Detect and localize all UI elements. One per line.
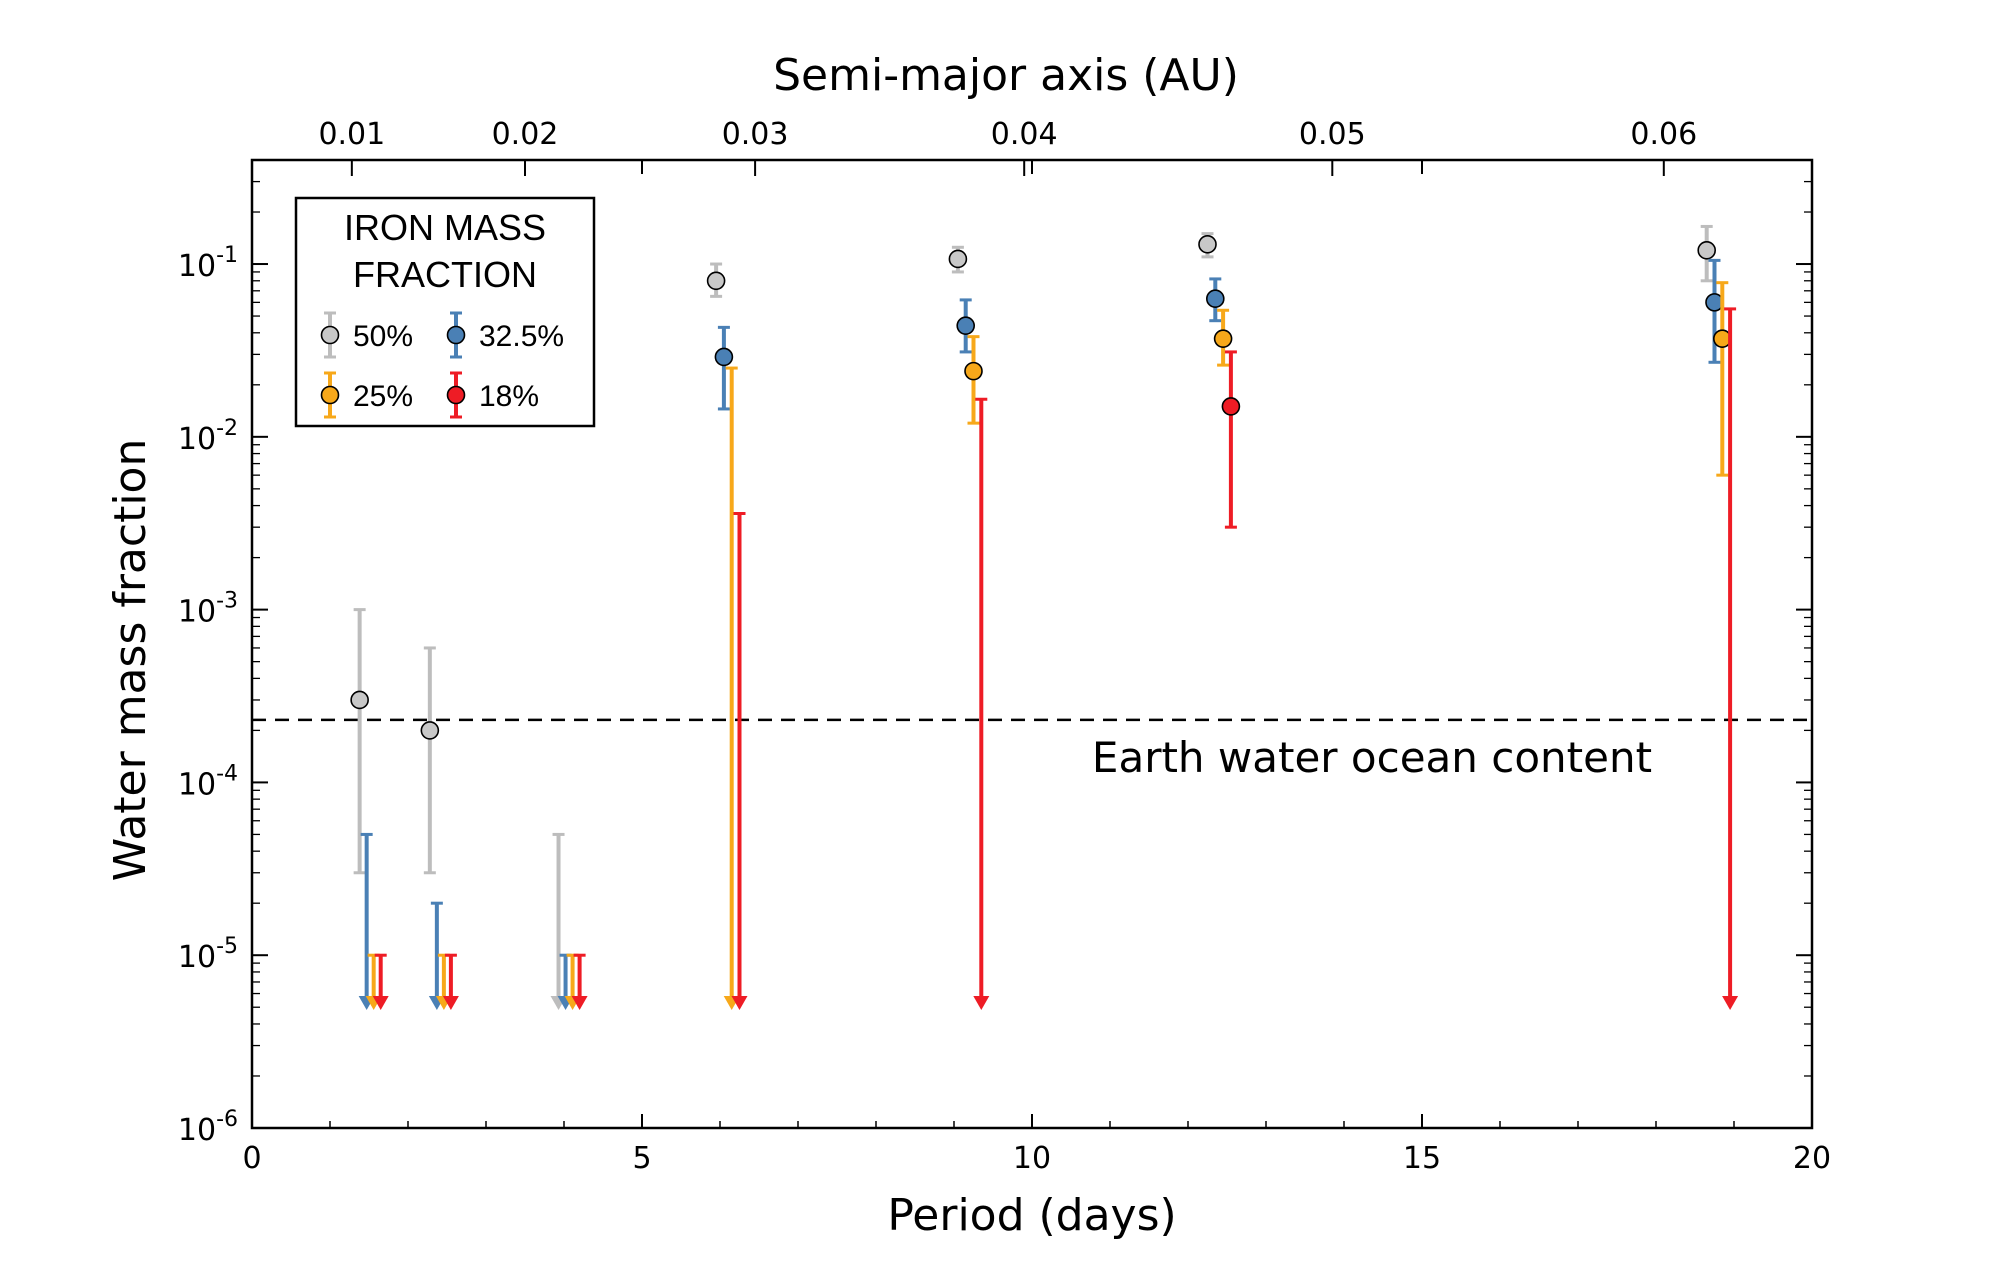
earth-ocean-label: Earth water ocean content: [1092, 733, 1652, 782]
y-tick-label: 10-1: [178, 243, 238, 284]
series-32-5pct-point: [714, 347, 734, 367]
series-18pct-limit-arrow: [1722, 996, 1739, 1010]
axes: 0 5 10 15 20 10-6 10-5 10-4 10-3 10-2 10-1 0.01 0.02…: [178, 117, 1831, 1176]
x-tick-label: 5: [632, 1141, 651, 1176]
series-18pct-limit-arrow: [442, 996, 459, 1010]
legend-label: 25%: [353, 380, 413, 413]
series-50pct-point: [948, 249, 968, 269]
series-32-5pct-point: [1206, 289, 1225, 309]
y-tick-label: 10-3: [178, 589, 238, 630]
y-tick-label: 10-5: [178, 934, 238, 975]
top-tick-label: 0.04: [991, 117, 1058, 152]
top-axis-title: Semi-major axis (AU): [773, 50, 1239, 101]
x-axis-title: Period (days): [887, 1190, 1176, 1241]
series-18pct-point: [1221, 397, 1241, 416]
legend-marker: [446, 385, 466, 405]
series-layer: Earth water ocean content: [252, 224, 1812, 1010]
legend-marker: [320, 385, 340, 405]
legend-box: [294, 196, 596, 428]
x-tick-label: 0: [242, 1141, 261, 1176]
series-18pct-limit-arrow: [571, 996, 588, 1010]
series-50pct-point: [1697, 241, 1716, 260]
series-32-5pct-point: [956, 316, 976, 335]
legend-label: 32.5%: [479, 320, 564, 353]
legend-marker: [320, 325, 340, 345]
y-tick-label: 10-4: [178, 761, 238, 802]
series-25pct-point: [964, 361, 983, 381]
legend-title-line2: FRACTION: [353, 254, 537, 295]
top-tick-label: 0.01: [318, 117, 385, 152]
x-tick-label: 20: [1793, 1141, 1831, 1176]
series-18pct-limit-arrow: [731, 996, 748, 1010]
legend: IRON MASS FRACTION 50% 32.5% 25% 18%: [294, 196, 596, 428]
series-18pct-limit-arrow: [973, 996, 990, 1010]
legend-label: 18%: [479, 380, 539, 413]
legend-marker: [446, 325, 466, 345]
series-50pct-point: [350, 690, 369, 710]
x-tick-label: 15: [1403, 1141, 1441, 1176]
y-tick-label: 10-6: [178, 1107, 238, 1148]
y-tick-label: 10-2: [178, 416, 238, 457]
series-50pct-point: [706, 271, 726, 291]
series-50pct-point: [1198, 235, 1217, 254]
series-18pct-limit-arrow: [372, 996, 389, 1010]
top-tick-label: 0.02: [492, 117, 559, 152]
top-tick-label: 0.03: [722, 117, 789, 152]
y-axis-title: Water mass fraction: [105, 439, 156, 882]
legend-label: 50%: [353, 320, 413, 353]
series-50pct-point: [420, 721, 440, 740]
top-tick-label: 0.06: [1630, 117, 1697, 152]
legend-title-line1: IRON MASS: [344, 207, 546, 248]
top-tick-label: 0.05: [1299, 117, 1366, 152]
x-tick-label: 10: [1013, 1141, 1051, 1176]
series-25pct-point: [1213, 329, 1233, 348]
